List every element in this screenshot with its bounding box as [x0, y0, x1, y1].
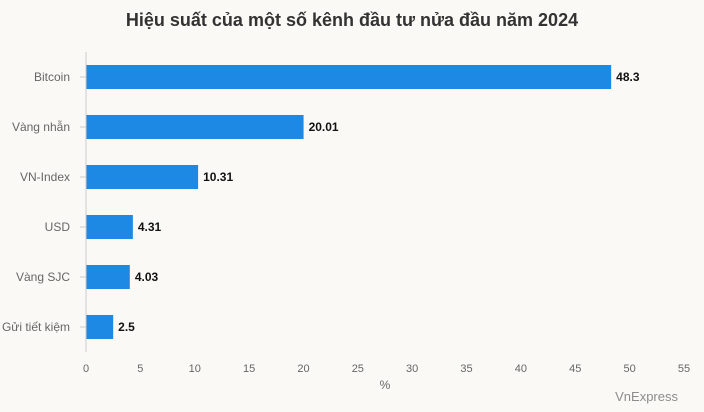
bar — [86, 315, 114, 339]
x-tick-label: 15 — [243, 363, 255, 375]
x-tick-label: 5 — [137, 363, 143, 375]
data-label: 48.3 — [616, 70, 640, 84]
category-label: Vàng nhẫn — [12, 119, 70, 134]
x-tick-label: 30 — [406, 363, 418, 375]
chart-title: Hiệu suất của một số kênh đầu tư nửa đầu… — [125, 10, 579, 30]
category-label: Gửi tiết kiệm — [2, 320, 70, 334]
x-axis-title: % — [380, 378, 391, 392]
bar — [86, 165, 199, 189]
data-label: 10.31 — [203, 170, 233, 184]
data-label: 4.31 — [138, 220, 162, 234]
category-label: Vàng SJC — [16, 270, 70, 284]
x-tick-label: 35 — [460, 363, 472, 375]
bar — [86, 265, 130, 289]
x-tick-label: 10 — [189, 363, 201, 375]
x-tick-label: 0 — [83, 363, 89, 375]
bar — [86, 115, 304, 139]
category-label: Bitcoin — [34, 70, 70, 84]
source-label: VnExpress — [615, 389, 678, 404]
x-tick-label: 55 — [678, 363, 690, 375]
data-label: 4.03 — [135, 270, 159, 284]
data-label: 20.01 — [309, 120, 339, 134]
category-label: USD — [45, 220, 71, 234]
x-tick-label: 40 — [515, 363, 527, 375]
data-label: 2.5 — [118, 320, 135, 334]
category-label: VN-Index — [20, 170, 70, 184]
x-tick-label: 45 — [569, 363, 581, 375]
x-tick-label: 20 — [297, 363, 309, 375]
x-tick-label: 25 — [352, 363, 364, 375]
bar — [86, 65, 612, 89]
x-tick-label: 50 — [624, 363, 636, 375]
bar — [86, 215, 133, 239]
